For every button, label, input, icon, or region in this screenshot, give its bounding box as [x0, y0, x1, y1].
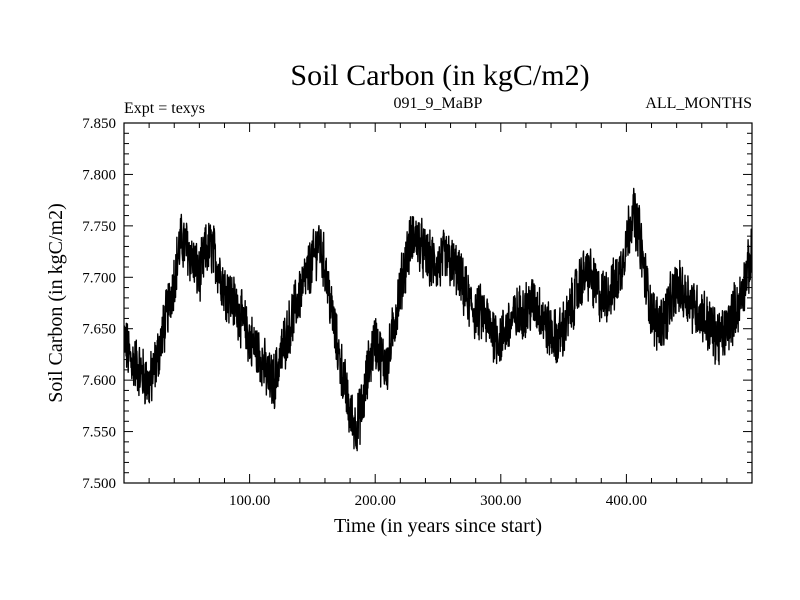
y-tick-label: 7.750: [82, 219, 116, 235]
y-tick-label: 7.700: [82, 270, 116, 286]
y-tick-label: 7.850: [82, 116, 116, 132]
experiment-label: Expt = texys: [124, 100, 205, 117]
y-tick-label: 7.550: [82, 425, 116, 441]
y-axis-label: Soil Carbon (in kgC/m2): [45, 203, 67, 402]
months-label: ALL_MONTHS: [645, 95, 752, 112]
x-axis: 100.00 200.00 300.00 400.00: [123, 123, 753, 509]
series-group: [124, 187, 752, 452]
y-tick-label: 7.600: [82, 373, 116, 389]
x-tick-label: 300.00: [480, 493, 521, 509]
y-tick-label: 7.650: [82, 322, 116, 338]
y-axis: 7.500 7.550 7.600 7.650 7.700 7.750 7.800 7.850: [82, 116, 752, 492]
plot-frame: [123, 122, 753, 484]
y-tick-label: 7.800: [82, 167, 116, 183]
chart-title: Soil Carbon (in kgC/m2): [290, 59, 589, 92]
period-label: 091_9_MaBP: [394, 95, 483, 112]
soil-carbon-series-line: [124, 187, 752, 452]
x-tick-label: 400.00: [606, 493, 647, 509]
x-tick-label: 100.00: [229, 493, 270, 509]
x-tick-label: 200.00: [355, 493, 396, 509]
y-tick-label: 7.500: [82, 476, 116, 492]
x-axis-label: Time (in years since start): [334, 515, 542, 537]
